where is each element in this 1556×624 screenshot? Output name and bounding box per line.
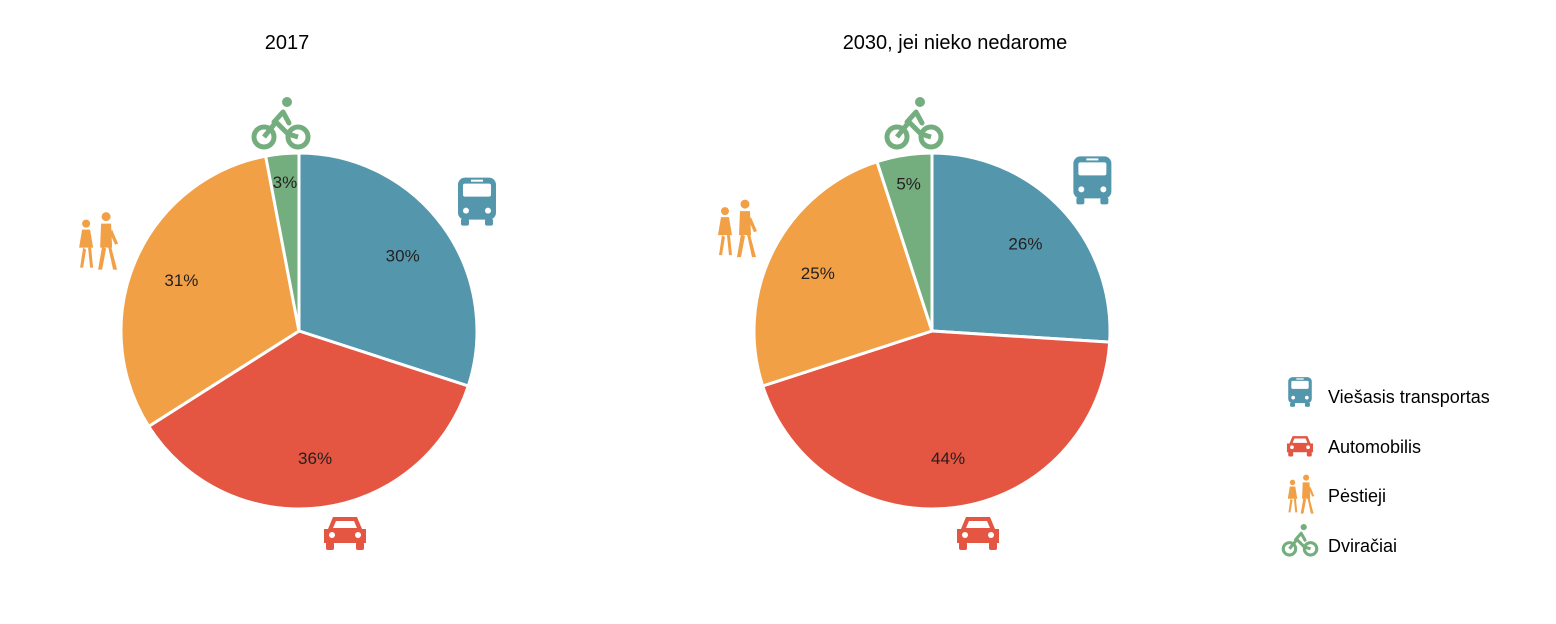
pie-slice-walk [752, 160, 934, 388]
data-label-car: 36% [298, 449, 332, 468]
bicycle-icon [887, 97, 941, 148]
legend-item-bicycles: Dviračiai [1281, 524, 1397, 557]
data-label-bus: 26% [1008, 234, 1042, 253]
pedestrians-icon [79, 212, 119, 270]
legend-item-car: Automobilis [1286, 436, 1421, 457]
legend-item-public-transport: Viešasis transportas [1288, 377, 1490, 407]
data-label-bike: 3% [273, 173, 298, 192]
pedestrians-icon [1287, 474, 1315, 514]
pie-slice-bus [297, 151, 479, 388]
legend-label: Automobilis [1328, 437, 1421, 457]
chart-title-2030: 2030, jei nieko nedarome [843, 32, 1068, 54]
bus-icon [1073, 156, 1112, 205]
pie-slice-walk [119, 154, 301, 428]
car-icon [324, 517, 366, 550]
car-icon [957, 517, 999, 550]
bicycle-icon [1281, 524, 1319, 557]
bus-icon [1288, 377, 1312, 407]
legend-label: Dviračiai [1328, 536, 1397, 556]
chart-legend: Viešasis transportas Automobilis Pėstiej… [1281, 377, 1490, 557]
data-label-walk: 25% [801, 264, 835, 283]
pie-slice-car [147, 329, 470, 511]
pie-chart-2030: 2030, jei nieko nedarome 26% 44% 25% 5% [717, 32, 1112, 550]
pie-slice-bus [930, 151, 1112, 344]
data-label-walk: 31% [164, 271, 198, 290]
legend-label: Viešasis transportas [1328, 387, 1490, 407]
data-label-car: 44% [931, 449, 965, 468]
pie-slice-car [761, 329, 1112, 511]
pie-slice-bike [264, 151, 301, 333]
legend-item-pedestrians: Pėstieji [1287, 474, 1386, 514]
pie-slice-bike [875, 151, 934, 333]
pie-chart-2017: 2017 30% 36% 31% 3% [79, 32, 496, 550]
pedestrians-icon [717, 199, 757, 258]
chart-title-2017: 2017 [265, 32, 310, 54]
data-label-bike: 5% [896, 174, 921, 193]
car-icon [1286, 436, 1314, 457]
bicycle-icon [254, 97, 308, 148]
legend-label: Pėstieji [1328, 486, 1386, 506]
bus-icon [457, 177, 496, 226]
data-label-bus: 30% [386, 247, 420, 266]
